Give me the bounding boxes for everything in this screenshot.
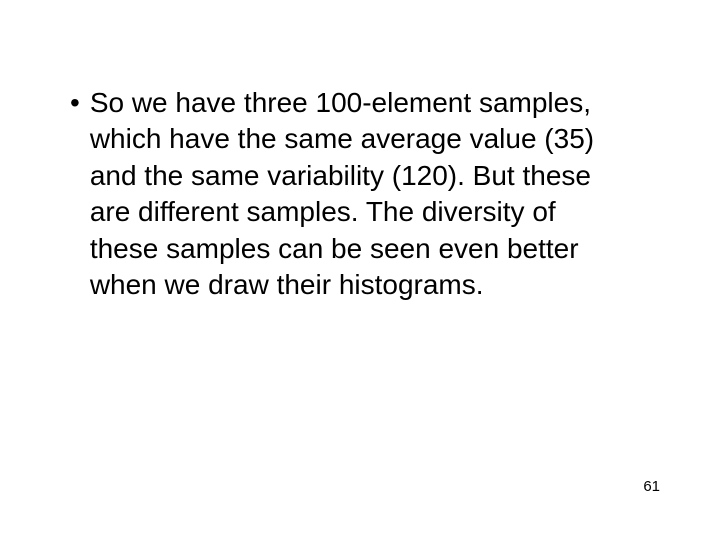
slide-body: • So we have three 100-element samples, … <box>70 85 610 303</box>
bullet-text: So we have three 100-element samples, wh… <box>90 85 610 303</box>
slide: • So we have three 100-element samples, … <box>0 0 720 540</box>
bullet-marker: • <box>70 85 80 121</box>
page-number: 61 <box>643 478 660 495</box>
bullet-item: • So we have three 100-element samples, … <box>70 85 610 303</box>
